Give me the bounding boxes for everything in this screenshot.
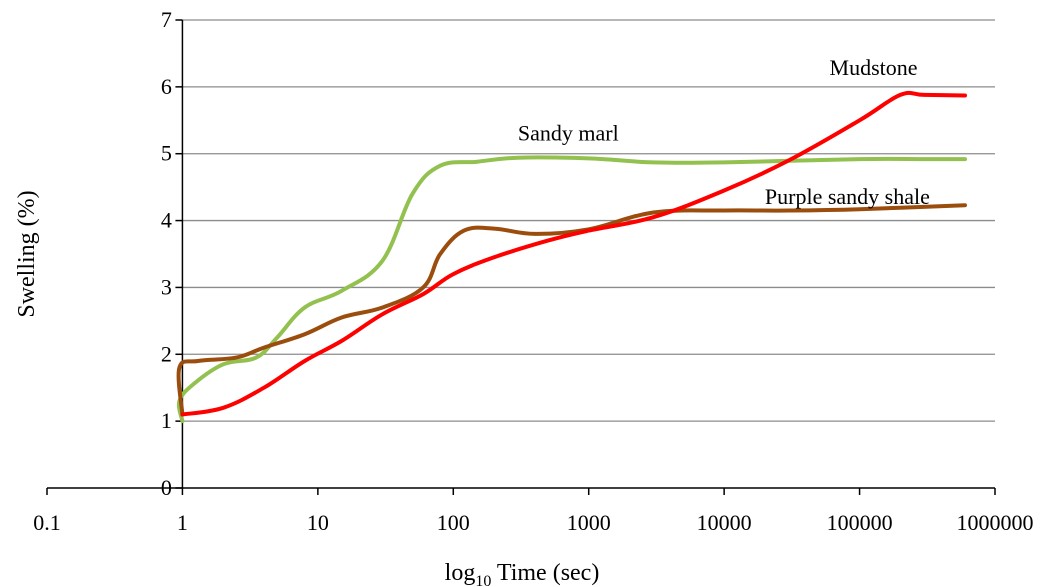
axes — [47, 20, 995, 489]
series-label-purple-sandy-shale: Purple sandy shale — [765, 184, 930, 209]
y-tick-label: 0 — [161, 475, 172, 500]
y-tick-label: 5 — [161, 141, 172, 166]
series-line-purple-sandy-shale — [176, 203, 967, 417]
y-ticks: 0 1 2 3 4 5 6 7 — [161, 7, 183, 500]
series-label-mudstone: Mudstone — [830, 55, 918, 80]
x-tick-label: 100 — [437, 510, 470, 535]
series-annotations: Mudstone Sandy marl Purple sandy shale — [518, 55, 930, 209]
x-axis-title: log10 Time (sec) — [445, 560, 600, 587]
series-line-sandy-marl — [176, 155, 967, 424]
x-tick-label: 10000 — [697, 510, 752, 535]
series-lines — [176, 90, 967, 424]
y-axis-title: Swelling (%) — [14, 190, 40, 317]
x-axis-title-rest: Time (sec) — [491, 560, 599, 586]
x-tick-label: 1000 — [567, 510, 611, 535]
x-tick-label: 10 — [307, 510, 329, 535]
y-tick-label: 7 — [161, 7, 172, 32]
x-tick-label: 100000 — [827, 510, 893, 535]
x-axis-title-subscript: 10 — [475, 573, 491, 587]
series-line-mudstone — [180, 90, 967, 417]
x-ticks: 0.1 1 10 100 1000 10000 100000 1000000 — [33, 488, 1034, 535]
series-label-sandy-marl: Sandy marl — [518, 120, 619, 145]
x-tick-label: 1 — [177, 510, 188, 535]
x-tick-label: 0.1 — [33, 510, 61, 535]
y-tick-label: 4 — [161, 208, 172, 233]
x-tick-label: 1000000 — [957, 510, 1034, 535]
y-tick-label: 6 — [161, 74, 172, 99]
y-tick-label: 2 — [161, 341, 172, 366]
x-axis-title-log: log — [445, 560, 476, 586]
y-tick-label: 3 — [161, 274, 172, 299]
y-tick-label: 1 — [161, 408, 172, 433]
